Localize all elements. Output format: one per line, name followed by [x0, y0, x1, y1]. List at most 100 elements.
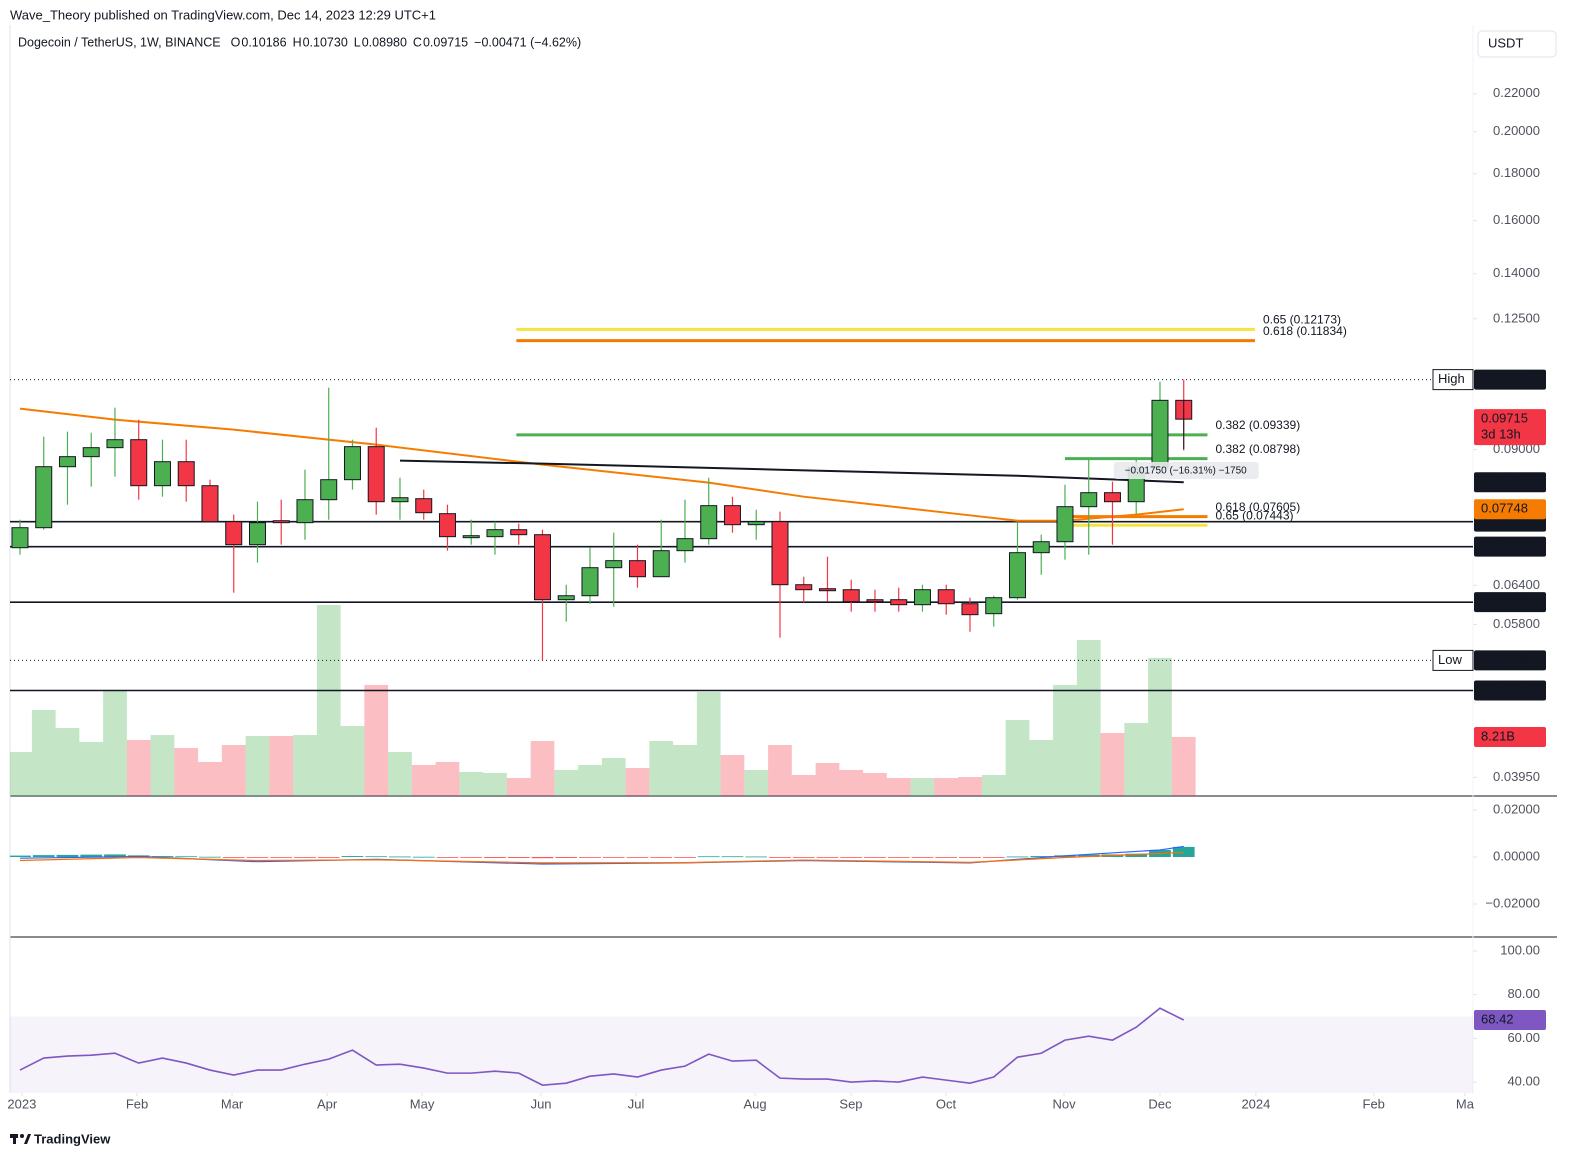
candle-body: [438, 513, 456, 538]
legend-text: Dogecoin / TetherUS, 1W, BINANCE: [18, 35, 221, 49]
fib-label: 0.618 (0.07605): [1215, 500, 1300, 514]
x-tick-label: Aug: [743, 1096, 766, 1111]
histogram-bar: [270, 857, 293, 858]
legend-text: −0.00471 (−4.62%): [474, 35, 581, 49]
legend-text: 0.08980: [362, 35, 407, 49]
price-label: 68.42: [1481, 1011, 1514, 1026]
histogram-bar: [650, 857, 673, 858]
price-label-box: [1474, 1009, 1546, 1030]
volume-bar: [625, 768, 650, 796]
price-label: 0.08292: [1481, 474, 1528, 489]
candle-body: [961, 603, 979, 616]
histogram-bar: [864, 857, 886, 858]
candle-body: [225, 521, 243, 546]
histogram-bar: [697, 856, 720, 858]
volume-bar: [839, 769, 864, 796]
candle-body: [58, 456, 76, 468]
price-label-box: [1474, 726, 1546, 747]
x-tick-label: May: [410, 1096, 435, 1111]
legend-text: H: [293, 35, 302, 49]
measure-label: −0.01750 (−16.31%) −1750: [1125, 466, 1247, 477]
fib-label: 0.618 (0.11834): [1263, 324, 1347, 338]
x-tick-label: Sep: [839, 1096, 862, 1111]
volume-bar: [744, 769, 769, 796]
moving-average: [19, 407, 1184, 522]
histogram-bar: [412, 856, 435, 858]
macd-pane: [10, 845, 1195, 865]
histogram-bar: [365, 856, 388, 858]
currency-label[interactable]: USDT: [1488, 35, 1523, 50]
candle-body: [557, 595, 575, 601]
volume-bar: [483, 772, 507, 796]
volume-bar: [459, 771, 484, 796]
histogram-bar: [507, 857, 530, 858]
price-label-box: [1474, 592, 1546, 613]
volume-bar: [720, 755, 745, 796]
volume-bar: [1148, 657, 1172, 796]
candle-body: [581, 567, 599, 597]
histogram-bar: [56, 854, 79, 857]
y-tick-label: 0.06400: [1493, 577, 1540, 592]
candle-body: [747, 521, 765, 526]
volume-bar: [31, 709, 56, 796]
candle-body: [985, 597, 1003, 615]
candle-body: [1103, 492, 1121, 503]
volume-bar: [530, 740, 555, 796]
candle-body: [866, 599, 884, 603]
y-tick-label: 40.00: [1507, 1074, 1540, 1089]
histogram-bar: [317, 857, 340, 858]
histogram-bar: [10, 855, 31, 857]
histogram-bar: [982, 857, 1005, 858]
price-label-box: [1474, 499, 1546, 520]
x-tick-label: Jun: [531, 1096, 552, 1111]
price-label-box: [1474, 536, 1546, 557]
volume-bar: [886, 778, 911, 796]
x-tick-label: Feb: [1363, 1096, 1385, 1111]
candle-body: [1056, 506, 1074, 543]
volume-bar: [815, 762, 840, 796]
candle-body: [700, 505, 718, 540]
volume-bar: [55, 727, 80, 796]
volume-bar: [10, 751, 32, 796]
price-pane: 0.65 (0.12173)0.618 (0.11834) 0.382 (0.09…: [10, 313, 1473, 796]
x-tick-label: Ma: [1456, 1096, 1475, 1111]
y-tick-label: −0.02000: [1485, 895, 1540, 910]
measure-box: [1113, 462, 1259, 479]
legend-text: L: [354, 35, 361, 49]
x-tick-label: Nov: [1052, 1096, 1076, 1111]
candle-body: [890, 599, 908, 606]
histogram-bar: [484, 857, 506, 858]
y-tick-label: 0.14000: [1493, 265, 1540, 280]
histogram-bar: [555, 857, 578, 858]
y-tick-label: 60.00: [1507, 1030, 1540, 1045]
candle-body: [130, 439, 148, 487]
candle-body: [367, 446, 385, 503]
histogram-bar: [674, 857, 696, 858]
histogram-bar: [460, 857, 483, 858]
histogram-bar: [531, 857, 554, 859]
histogram-bar: [80, 854, 103, 857]
histogram-bar: [935, 857, 958, 858]
volume-bar: [934, 778, 959, 796]
x-tick-label: Mar: [221, 1096, 244, 1111]
volume-bar: [103, 689, 127, 796]
x-tick-label: Jul: [628, 1096, 645, 1111]
volume-bar: [958, 777, 982, 796]
candle-body: [913, 589, 931, 606]
volume-bar: [863, 772, 887, 796]
currency-button[interactable]: [1477, 30, 1557, 58]
histogram-bar: [246, 857, 269, 858]
volume-bar: [910, 778, 935, 796]
volume-bar: [198, 761, 222, 796]
rsi-axis-label: 68.42: [1474, 1009, 1546, 1030]
volume-bar: [673, 745, 697, 796]
candle-body: [106, 439, 124, 449]
price-label: 0.07053: [1481, 538, 1528, 553]
histogram-bar: [959, 857, 981, 858]
volume-bar: [293, 735, 317, 796]
price-label: 0.07748: [1481, 501, 1528, 516]
histogram-bar: [104, 854, 126, 857]
candle-body: [153, 461, 171, 487]
candle-body: [795, 584, 813, 591]
histogram-bar: [389, 856, 411, 858]
